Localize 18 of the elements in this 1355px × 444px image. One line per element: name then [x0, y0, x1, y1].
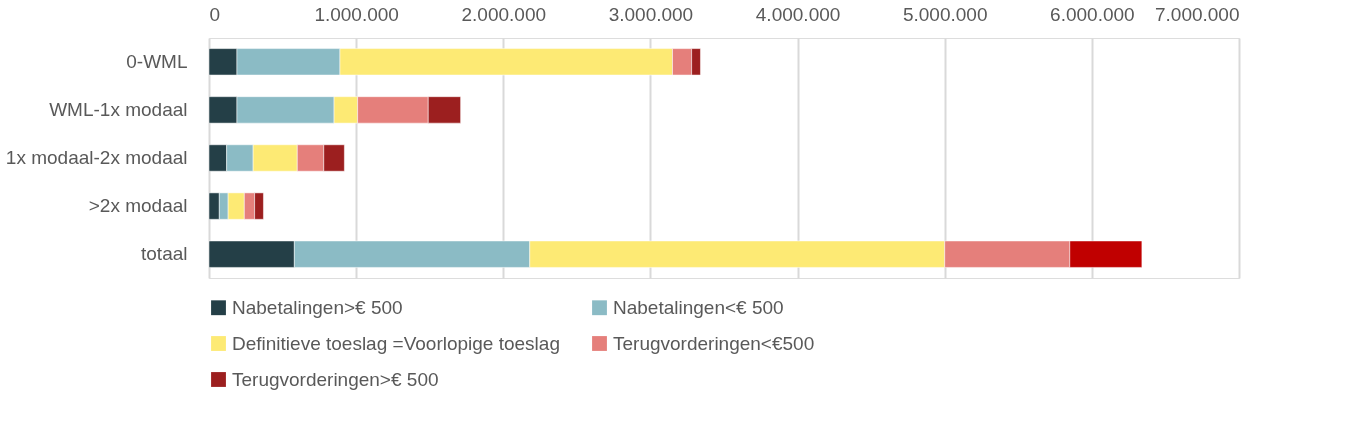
x-tick-label: 3.000.000	[608, 3, 694, 25]
x-tick-label: 2.000.000	[461, 3, 547, 25]
x-tick-label: 1.000.000	[314, 3, 399, 25]
legend-label: Terugvorderingen<€500	[613, 332, 815, 354]
y-tick-label: 0-WML	[126, 50, 188, 72]
x-tick-label: 5.000.000	[902, 3, 988, 25]
y-tick-label: 1x modaal-2x modaal	[5, 147, 188, 168]
legend-label: Nabetalingen>€ 500	[232, 296, 403, 318]
y-tick-label: WML-1x modaal	[49, 98, 188, 120]
x-tick-label: 6.000.000	[1050, 3, 1135, 25]
y-tick-label: totaal	[141, 243, 188, 265]
x-tick-label: 7.000.000	[1154, 3, 1240, 25]
x-tick-label: 0	[209, 3, 221, 25]
x-tick-label: 4.000.000	[755, 3, 841, 25]
legend-label: Terugvorderingen>€ 500	[232, 368, 439, 390]
y-tick-label: >2x modaal	[88, 195, 188, 217]
legend-label: Nabetalingen<€ 500	[613, 296, 784, 318]
legend-label: Definitieve toeslag =Voorlopige toeslag	[232, 332, 560, 354]
